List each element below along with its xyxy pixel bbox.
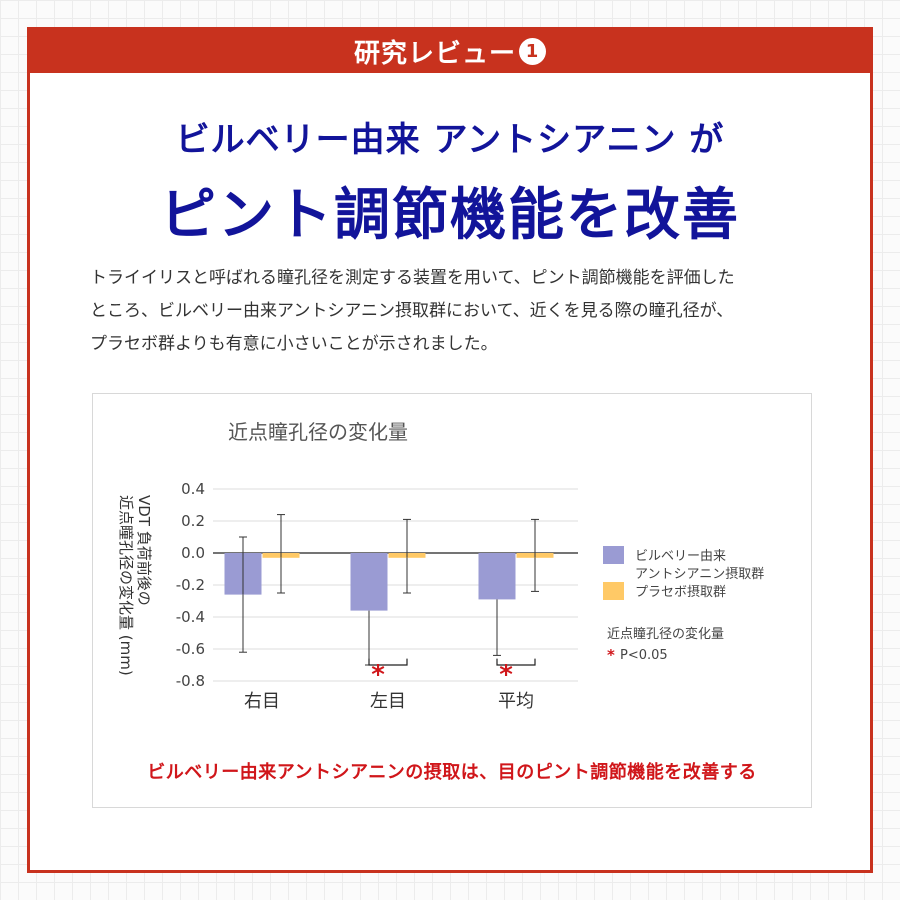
x-category-label: 左目 [370,691,406,712]
legend-swatch-1 [603,582,624,600]
significance-star: * [499,660,513,690]
x-category-label: 平均 [498,691,534,712]
y-tick-label: -0.2 [176,576,205,594]
body-line-3: プラセボ群よりも有意に小さいことが示されました。 [90,334,498,354]
y-tick-label: 0.0 [181,544,205,562]
note-pvalue: P<0.05 [620,648,668,663]
y-tick-label: -0.4 [176,608,205,626]
banner-title: 研究レビュー [353,39,516,69]
body-line-1: トライイリスと呼ばれる瞳孔径を測定する装置を用いて、ピント調節機能を評価した [90,268,735,288]
chart-title: 近点瞳孔径の変化量 [228,420,408,444]
y-tick-label: -0.6 [176,640,205,658]
review-banner: 研究レビュー 1 [30,30,870,73]
conclusion-text: ビルベリー由来アントシアニンの摂取は、目のピント調節機能を改善する [147,762,757,783]
legend-label-0: アントシアニン摂取群 [635,566,764,582]
body-paragraph: トライイリスと呼ばれる瞳孔径を測定する装置を用いて、ピント調節機能を評価した と… [90,262,830,361]
legend-label-0: ビルベリー由来 [635,549,726,564]
significance-bracket [496,658,536,666]
legend-swatch-0 [603,546,624,564]
note-title: 近点瞳孔径の変化量 [607,626,724,642]
review-frame: 研究レビュー 1 ビルベリー由来 アントシアニン が ピント調節機能を改善 トラ… [27,27,873,873]
significance-star: * [371,660,385,690]
y-axis-label-line2: 近点瞳孔径の変化量 (mm) [117,495,135,676]
significance-bracket [368,658,408,666]
x-category-label: 右目 [244,691,280,712]
y-tick-label: 0.4 [181,480,205,498]
bar-0-2 [478,553,516,600]
body-line-2: ところ、ビルベリー由来アントシアニン摂取群において、近くを見る際の瞳孔径が、 [90,301,734,321]
banner-number-badge: 1 [519,38,546,65]
y-axis-label-line1: VDT 負荷前後の [135,495,153,606]
pupil-change-chart: 近点瞳孔径の変化量 0.4 0.2 0.0 -0.2 -0.4 -0.6 -0.8 VDT 負荷… [117,420,764,712]
headline-line2: ピント調節機能を改善 [160,183,740,248]
legend-label-1: プラセボ摂取群 [635,584,726,600]
y-tick-label: 0.2 [181,512,205,530]
bar-0-1 [350,553,388,611]
headline-line1: ビルベリー由来 アントシアニン が [175,120,725,160]
y-tick-label: -0.8 [176,672,205,690]
note-star: * [607,646,615,664]
chart-panel: 近点瞳孔径の変化量 0.4 0.2 0.0 -0.2 -0.4 -0.6 -0.8 VDT 負荷… [92,393,812,808]
